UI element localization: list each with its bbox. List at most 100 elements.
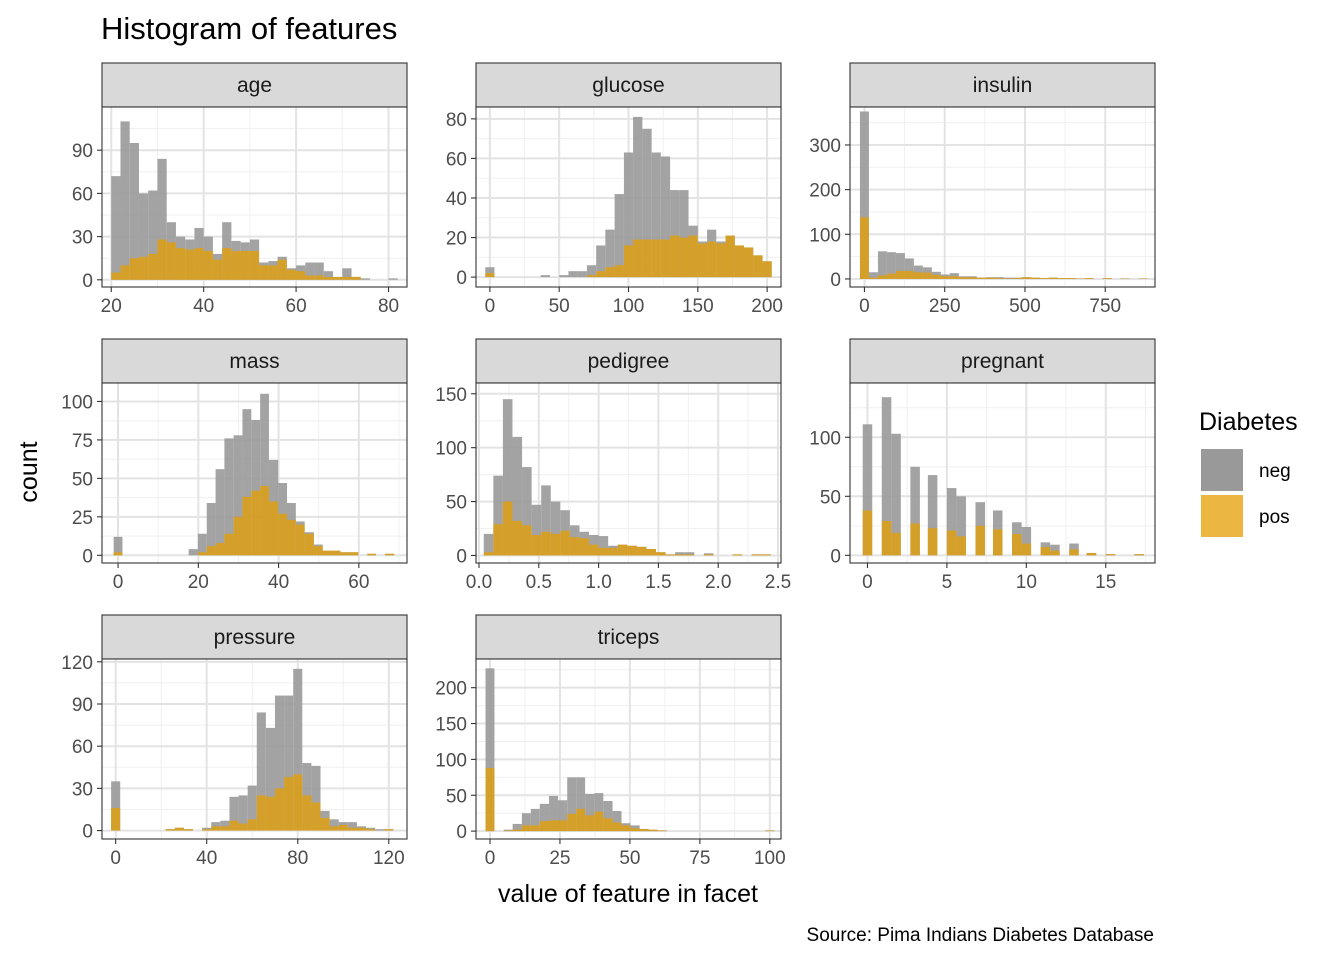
bar-pos [1066,278,1076,279]
bar-pos [274,788,285,831]
y-tick-label: 100 [809,428,841,449]
bar-neg [679,190,689,278]
bar-pos [238,823,248,831]
bar-neg [493,475,503,556]
bar-neg [323,271,334,280]
bar-neg [206,503,216,556]
bar-neg [559,275,569,278]
bar-neg [530,808,540,832]
bar-pos [194,248,204,280]
bar-pos [765,830,775,832]
x-tick-label: 80 [378,296,399,317]
facet-pedigree: pedigree 0.0 0.5 1.0 1.5 2.0 2.5 0 50 100 150 [435,338,791,593]
bar-pos [287,519,296,556]
bar-neg [224,438,234,556]
bar-pos [688,235,698,278]
panel-border [101,382,408,564]
bar-neg [612,811,622,832]
bar-pos [148,253,158,280]
bar-pos [549,820,558,832]
panel-background [476,659,781,839]
bar-pos [949,276,959,279]
bar-neg [877,251,887,279]
bar-neg [550,501,561,556]
bar-pos [203,251,213,280]
y-tick-label: 60 [72,184,93,205]
bar-pos [367,553,377,556]
bar-neg [586,265,597,278]
facet-glucose: glucose 0 50 100 150 200 0 20 40 60 80 [446,62,783,317]
facet-pressure: pressure 0 40 80 120 0 30 60 90 120 [61,614,408,869]
bar-pos [913,272,923,279]
y-tick-label: 50 [820,487,841,508]
bar-pos [1030,277,1040,279]
y-tick-label: 0 [82,822,93,843]
bar-neg [329,819,339,831]
y-tick-label: 0 [456,546,467,567]
bar-pos [351,276,361,280]
bar-neg [549,795,558,832]
facet-age: age 20 40 60 80 0 30 60 90 [72,62,408,317]
y-tick-label: 0 [456,268,467,289]
bar-neg [311,765,321,831]
bar-neg [684,552,695,556]
bar-neg [111,176,121,280]
x-tick-label: 750 [1089,296,1121,317]
bar-pos [656,552,666,556]
bar-neg [157,158,167,280]
bar-pos [612,822,622,832]
bar-pos [1021,277,1031,279]
y-tick-label: 150 [435,385,467,406]
bar-pos [598,547,609,556]
bar-neg [859,111,869,279]
bar-pos [569,537,580,556]
bar-pos [233,516,243,556]
bar-pos [975,525,986,556]
x-tick-label: 2.0 [705,572,731,593]
bar-pos [1086,552,1097,556]
bar-pos [576,808,586,832]
bar-pos [596,271,606,278]
facet-strip-label: triceps [598,626,660,649]
facet-strip-label: pedigree [588,350,670,373]
bar-neg [247,785,257,831]
x-tick-label: 0 [110,848,121,869]
bar-neg [596,245,606,278]
bar-neg [598,536,609,556]
legend-swatch-pos [1201,495,1243,537]
bar-neg [949,273,959,279]
bar-pos [268,501,279,556]
y-tick-label: 300 [809,136,841,157]
bar-pos [743,247,754,278]
bar-pos [623,245,634,278]
y-tick-label: 30 [72,779,93,800]
x-tick-label: 0.0 [466,572,492,593]
bar-pos [322,550,332,556]
legend: Diabetes neg pos [1199,408,1298,537]
y-tick-label: 90 [72,141,93,162]
y-tick-label: 50 [72,469,93,490]
facet-strip-label: insulin [973,74,1033,97]
facet-insulin: insulin 0 250 500 750 0 100 200 300 [809,62,1156,317]
bar-pos [1012,534,1022,556]
panel-border [101,658,408,840]
x-tick-label: 60 [286,296,307,317]
bar-neg [242,409,252,556]
bar-pos [268,265,278,280]
facet-strip-label: pregnant [961,350,1044,373]
bar-neg [129,143,139,280]
bar-neg [485,668,495,832]
bar-pos [992,529,1003,556]
bar-pos [512,520,523,556]
bar-pos [1057,278,1067,279]
bar-pos [242,496,252,556]
facet-strip [101,338,408,384]
bar-neg [946,488,957,556]
bar-neg [483,533,494,556]
bar-pos [265,796,275,831]
bar-pos [940,276,950,279]
bar-neg [956,496,966,556]
bar-pos [646,548,657,556]
y-tick-label: 40 [446,189,467,210]
bar-neg [675,552,685,556]
